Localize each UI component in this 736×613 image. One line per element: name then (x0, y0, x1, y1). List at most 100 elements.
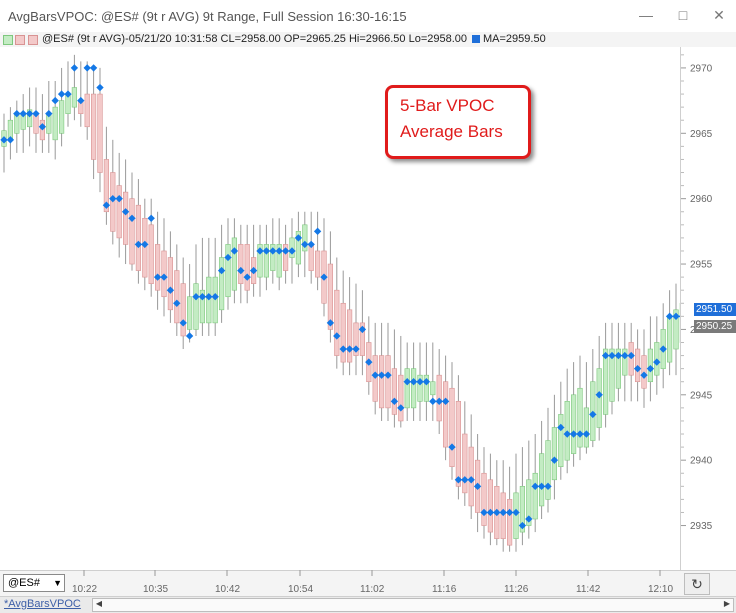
bar-body (340, 302, 346, 363)
vpoc-marker (70, 64, 79, 72)
chart-area[interactable] (0, 47, 699, 570)
bar-body (622, 348, 628, 376)
x-tick-label: 11:02 (360, 584, 385, 595)
refresh-button[interactable]: ↻ (684, 573, 710, 595)
y-tick-label: 2945 (690, 390, 713, 401)
vpoc-marker (441, 397, 450, 406)
vpoc-marker (121, 208, 130, 216)
bar-body (404, 368, 410, 409)
vpoc-marker (320, 273, 328, 281)
vpoc-marker (326, 319, 335, 327)
window-title: AvgBarsVPOC: @ES# (9t r AVG) 9t Range, F… (8, 9, 407, 24)
vpoc-marker (525, 515, 533, 523)
bar-body (391, 368, 398, 415)
close-button[interactable]: ✕ (713, 7, 725, 23)
refresh-icon: ↻ (691, 576, 703, 592)
data-info-bar: @ES# (9t r AVG)-05/21/20 10:31:58 CL=295… (0, 32, 736, 48)
bar-body (84, 93, 90, 128)
time-axis-bar (0, 570, 736, 597)
vpoc-marker (416, 378, 424, 386)
vpoc-marker (262, 247, 271, 255)
title-bar: AvgBarsVPOC: @ES# (9t r AVG) 9t Range, F… (0, 0, 736, 33)
bar-body (462, 433, 468, 494)
vpoc-marker (339, 345, 347, 353)
vpoc-marker (537, 482, 546, 490)
bar-body (666, 316, 673, 363)
vpoc-marker (569, 430, 578, 438)
vpoc-marker (461, 476, 469, 484)
tab-avgbarsvpoc[interactable]: *AvgBarsVPOC (4, 598, 81, 610)
scroll-left-icon[interactable]: ◀ (95, 599, 103, 608)
vpoc-marker (13, 110, 21, 118)
time-axis-ticks (83, 570, 661, 576)
vpoc-marker (281, 247, 290, 255)
vpoc-marker (224, 253, 232, 262)
vpoc-marker (256, 247, 264, 255)
y-tick-label: 2965 (690, 129, 713, 140)
bar-body (193, 283, 199, 330)
vpoc-marker (531, 482, 539, 490)
vpoc-marker (153, 273, 162, 281)
bar-body (257, 244, 263, 278)
vpoc-marker (102, 201, 111, 209)
vpoc-marker (352, 345, 360, 353)
x-tick-label: 11:42 (576, 584, 601, 595)
x-tick-label: 11:16 (432, 584, 457, 595)
vpoc-marker (128, 214, 136, 222)
vpoc-marker (665, 312, 674, 321)
vpoc-marker (659, 345, 667, 353)
vpoc-marker (557, 423, 565, 432)
vpoc-marker (499, 508, 507, 517)
vpoc-marker (275, 247, 283, 255)
bar-body (270, 244, 276, 271)
x-tick-label: 10:54 (288, 584, 314, 595)
vpoc-marker (589, 410, 597, 419)
bar-body (263, 244, 270, 278)
bar-body (199, 289, 206, 324)
vpoc-marker (621, 351, 629, 360)
vpoc-marker (614, 351, 623, 360)
vpoc-marker (601, 351, 610, 360)
vpoc-marker (397, 404, 405, 412)
vpoc-marker (166, 286, 175, 294)
bar-body (314, 250, 321, 278)
minimize-button[interactable]: — (639, 7, 653, 23)
symbol-value: @ES# (8, 577, 40, 589)
vpoc-marker (633, 364, 642, 373)
bar-body (103, 159, 109, 213)
vpoc-marker (467, 476, 475, 484)
maximize-button[interactable]: □ (678, 7, 688, 23)
bar-body (225, 244, 231, 298)
vpoc-marker (429, 397, 437, 406)
vpoc-marker (371, 371, 379, 379)
vpoc-marker (288, 247, 296, 255)
bar-body (26, 109, 33, 128)
vpoc-marker (563, 430, 571, 438)
vpoc-marker (32, 110, 40, 118)
vpoc-marker (653, 358, 661, 366)
bar-body (577, 387, 583, 448)
bar-body (615, 348, 621, 389)
bar-body (91, 93, 97, 160)
bar-body (244, 244, 250, 291)
symbol-selector[interactable]: @ES# ▼ (3, 574, 65, 592)
bar-body (155, 244, 161, 291)
bar-body (410, 368, 417, 409)
series-swatch-icon (28, 35, 38, 45)
callout-line-2: Average Bars (400, 122, 503, 141)
bar-body (487, 479, 494, 533)
horizontal-scrollbar[interactable]: ◀ ▶ (92, 598, 734, 612)
vpoc-marker (160, 273, 168, 281)
bar-body (532, 472, 538, 520)
vpoc-marker (595, 391, 603, 399)
vpoc-marker (384, 371, 392, 379)
scroll-right-icon[interactable]: ▶ (723, 599, 731, 608)
vpoc-marker (294, 234, 303, 242)
vpoc-marker (550, 456, 559, 464)
vpoc-marker (435, 397, 443, 406)
bar-body (519, 486, 525, 533)
vpoc-marker (198, 293, 207, 301)
bar-body (174, 270, 180, 324)
price-chart (0, 54, 699, 552)
bar-body (219, 257, 225, 311)
